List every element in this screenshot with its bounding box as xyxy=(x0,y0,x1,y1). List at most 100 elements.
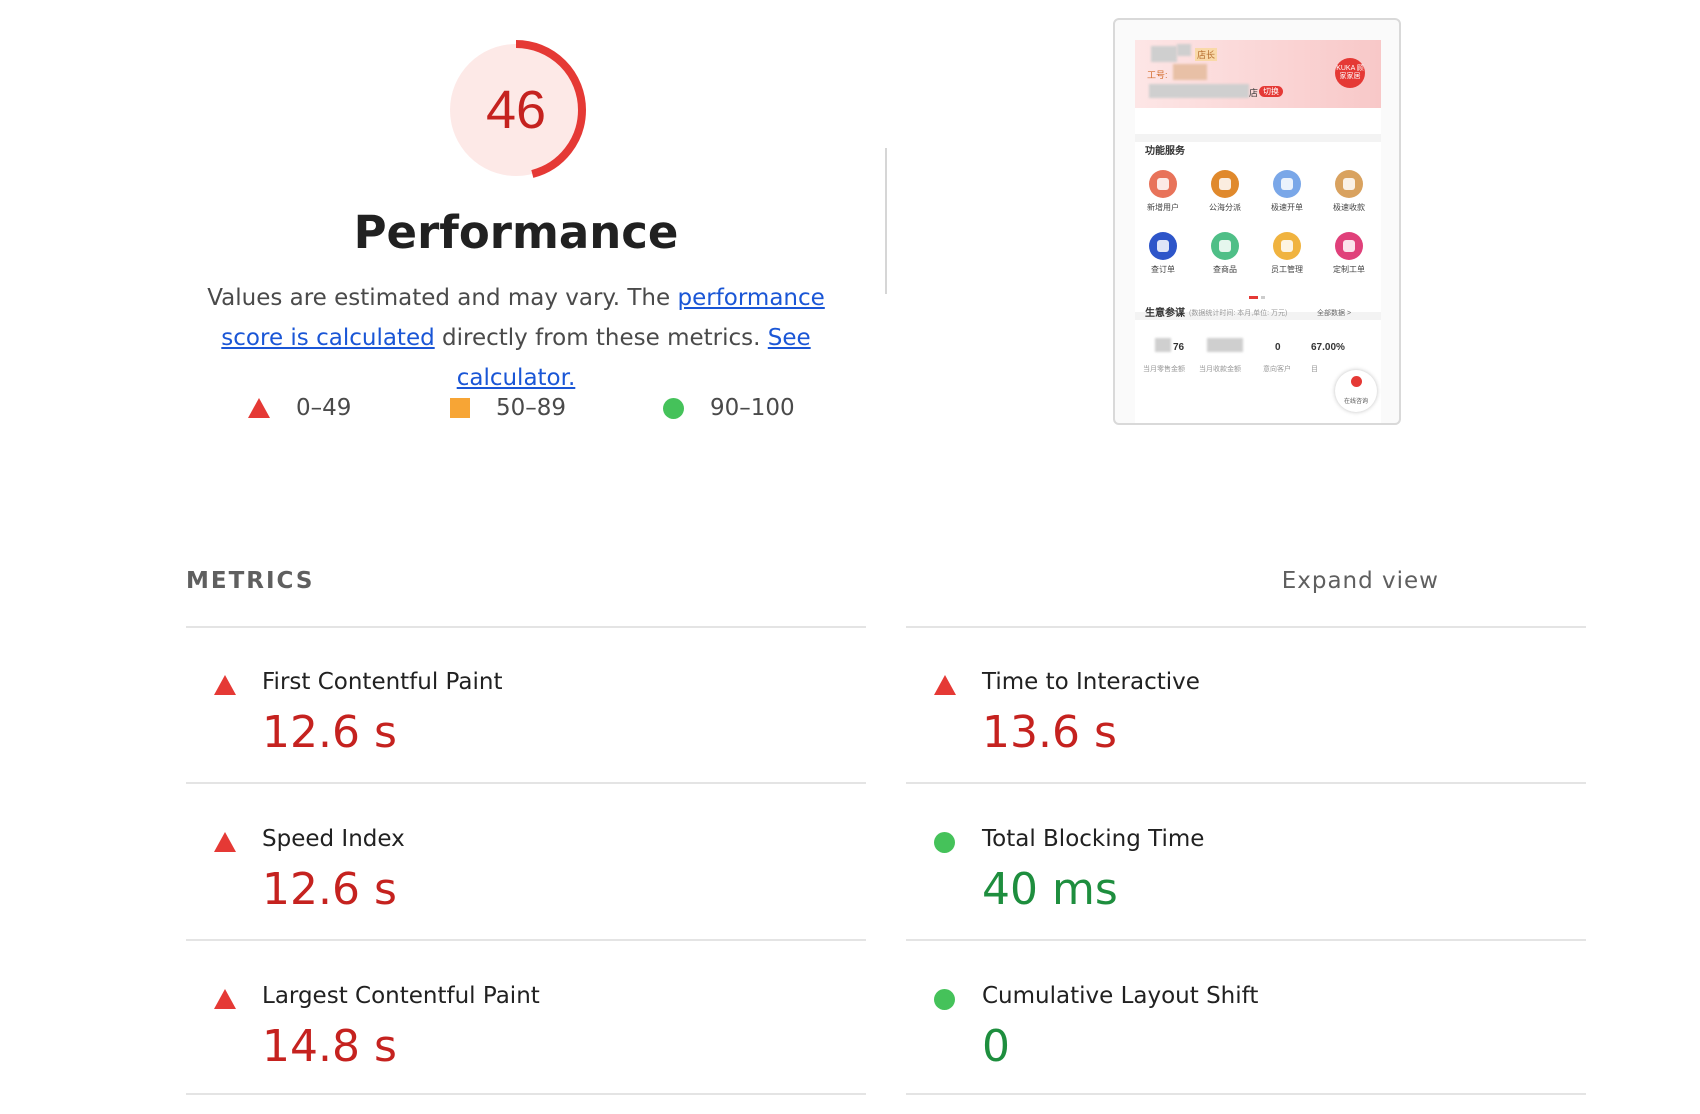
triangle-icon xyxy=(248,398,270,418)
service-glyph xyxy=(1281,178,1293,190)
all-data-link: 全部数据 > xyxy=(1317,310,1352,317)
metric-value: 0 xyxy=(982,1021,1010,1072)
service-glyph xyxy=(1219,178,1231,190)
circle-icon xyxy=(934,989,955,1010)
metric-item: First Contentful Paint 12.6 s xyxy=(186,627,866,784)
service-label: 查订单 xyxy=(1151,265,1175,274)
metric-value: 12.6 s xyxy=(262,864,397,915)
metrics-divider xyxy=(906,782,1586,784)
legend-item-average: 50–89 xyxy=(450,393,566,423)
service-glyph xyxy=(1157,178,1169,190)
service-label: 极速开单 xyxy=(1271,203,1303,212)
metrics-divider xyxy=(906,1093,1586,1095)
service-label: 定制工单 xyxy=(1333,265,1365,274)
service-icon xyxy=(1335,232,1363,260)
performance-score-value: 46 xyxy=(485,80,547,140)
blurred-id xyxy=(1173,64,1207,80)
service-icon xyxy=(1149,170,1177,198)
expand-view-toggle[interactable]: Expand view xyxy=(1281,568,1439,594)
agent-icon xyxy=(1351,376,1362,387)
blurred-store xyxy=(1149,84,1249,98)
service-glyph xyxy=(1281,240,1293,252)
gauge-arc xyxy=(446,40,586,180)
blurred-name xyxy=(1151,46,1177,62)
blurred-value xyxy=(1155,338,1171,352)
app-header: 店长 工号: 店 切换 KUKA 顾家家居 xyxy=(1135,40,1381,108)
switch-store-button: 切换 xyxy=(1259,86,1283,97)
service-icon xyxy=(1335,170,1363,198)
store-suffix: 店 xyxy=(1249,88,1259,98)
description-text-1: Values are estimated and may vary. The xyxy=(207,285,678,311)
blurred-value xyxy=(1207,338,1243,352)
service-icon xyxy=(1149,232,1177,260)
online-consult-label: 在线咨询 xyxy=(1343,399,1368,405)
metric-name: Largest Contentful Paint xyxy=(262,983,540,1009)
service-label: 查商品 xyxy=(1213,265,1237,274)
category-title: Performance xyxy=(353,206,679,259)
service-glyph xyxy=(1343,178,1355,190)
stat-label: 当月收款金额 xyxy=(1199,366,1241,373)
category-description: Values are estimated and may vary. The p… xyxy=(186,278,846,398)
triangle-icon xyxy=(934,675,956,695)
service-label: 公海分派 xyxy=(1209,203,1241,212)
metric-value: 12.6 s xyxy=(262,707,397,758)
square-icon xyxy=(450,398,470,418)
online-consult-button: 在线咨询 xyxy=(1335,370,1377,412)
metric-name: First Contentful Paint xyxy=(262,669,503,695)
gauge-ring xyxy=(446,40,586,180)
metric-value: 40 ms xyxy=(982,864,1118,915)
service-glyph xyxy=(1343,240,1355,252)
service-icon xyxy=(1273,170,1301,198)
metric-item: Total Blocking Time 40 ms xyxy=(906,784,1586,941)
metric-name: Total Blocking Time xyxy=(982,826,1205,852)
vertical-divider xyxy=(885,148,887,294)
performance-score-link[interactable]: performance score is calculated xyxy=(221,285,825,351)
legend-label: 0–49 xyxy=(296,395,352,421)
triangle-icon xyxy=(214,832,236,852)
id-label: 工号: xyxy=(1147,70,1168,80)
metric-value: 13.6 s xyxy=(982,707,1117,758)
metric-value: 14.8 s xyxy=(262,1021,397,1072)
metric-item: Largest Contentful Paint 14.8 s xyxy=(186,941,866,1098)
kuka-logo: KUKA 顾家家居 xyxy=(1335,58,1365,88)
legend-label: 90–100 xyxy=(710,395,795,421)
mobile-app-screenshot: 店长 工号: 店 切换 KUKA 顾家家居 功能服务 新增用户 公海分派 极速开单 极… xyxy=(1135,40,1381,423)
stat-value: 0 xyxy=(1275,342,1281,353)
service-glyph xyxy=(1157,240,1169,252)
carousel-dots xyxy=(1249,296,1265,299)
legend-label: 50–89 xyxy=(496,395,567,421)
metrics-heading: METRICS xyxy=(186,568,315,594)
legend-item-fail: 0–49 xyxy=(248,393,351,423)
metrics-divider xyxy=(186,1093,866,1095)
metric-item: Speed Index 12.6 s xyxy=(186,784,866,941)
carousel-dot-active xyxy=(1249,296,1258,299)
service-icon xyxy=(1211,232,1239,260)
metrics-divider xyxy=(186,626,866,628)
see-calculator-link[interactable]: See calculator. xyxy=(456,325,811,391)
service-label: 极速收款 xyxy=(1333,203,1365,212)
stat-value: 67.00% xyxy=(1311,342,1345,353)
metric-name: Time to Interactive xyxy=(982,669,1200,695)
triangle-icon xyxy=(214,675,236,695)
section-gap xyxy=(1135,312,1381,320)
metric-name: Cumulative Layout Shift xyxy=(982,983,1259,1009)
business-note: (数据统计时间: 本月,单位: 万元) xyxy=(1189,310,1288,317)
legend-item-pass: 90–100 xyxy=(663,393,795,423)
final-screenshot-thumbnail[interactable]: 店长 工号: 店 切换 KUKA 顾家家居 功能服务 新增用户 公海分派 极速开单 极… xyxy=(1113,18,1401,425)
metrics-divider xyxy=(906,626,1586,628)
gauge-background xyxy=(450,44,582,176)
service-icon xyxy=(1273,232,1301,260)
carousel-dot xyxy=(1261,296,1265,299)
service-label: 新增用户 xyxy=(1147,203,1179,212)
stat-label: 目 xyxy=(1311,366,1318,373)
service-label: 员工管理 xyxy=(1271,265,1303,274)
metric-name: Speed Index xyxy=(262,826,405,852)
business-section-title: 生意参谋 xyxy=(1145,308,1185,319)
metrics-divider xyxy=(906,939,1586,941)
metrics-divider xyxy=(186,939,866,941)
service-glyph xyxy=(1219,240,1231,252)
metric-item: Time to Interactive 13.6 s xyxy=(906,627,1586,784)
stat-label: 意向客户 xyxy=(1263,366,1291,373)
section-gap xyxy=(1135,134,1381,142)
blurred-name xyxy=(1177,44,1191,56)
